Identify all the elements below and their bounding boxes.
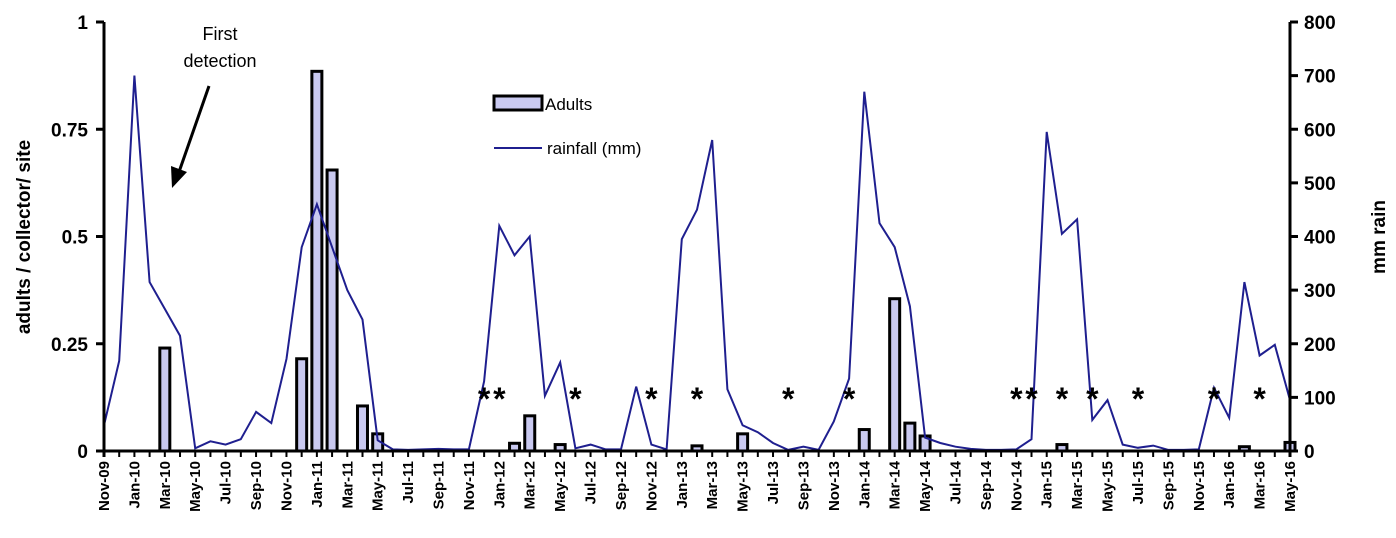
asterisk-marker: * [782, 381, 795, 417]
x-tick-label: Jul-14 [947, 460, 964, 504]
x-tick-label: Mar-16 [1252, 461, 1269, 509]
x-tick-label: Mar-15 [1069, 461, 1086, 509]
x-tick-label: May-10 [187, 461, 204, 512]
x-tick-label: Mar-13 [704, 461, 721, 509]
y-axis-right-title: mm rain [1369, 200, 1390, 274]
annotation-text-line1: First [203, 24, 238, 44]
asterisk-marker: * [691, 381, 704, 417]
adults-bar [295, 357, 309, 453]
annotation-text-line2: detection [183, 51, 256, 71]
x-tick-label: May-16 [1282, 461, 1299, 512]
annotation-arrow-shaft [177, 85, 211, 173]
x-tick-label: Sep-14 [978, 460, 995, 510]
asterisk-marker: * [1056, 381, 1069, 417]
y-right-tick-label: 200 [1304, 335, 1336, 356]
x-tick-label: Sep-13 [795, 461, 812, 510]
x-tick-label: Mar-12 [522, 461, 539, 509]
x-tick-label: Jul-11 [400, 461, 417, 504]
axes [96, 20, 1298, 457]
x-tick-label: Sep-10 [248, 461, 265, 510]
legend-label-rainfall: rainfall (mm) [547, 139, 641, 158]
x-tick-label: Nov-11 [461, 461, 478, 510]
x-tick-label: Jul-10 [218, 461, 235, 504]
asterisk-marker: * [1132, 381, 1145, 417]
asterisk-markers: * * * * * * * * * * * * * * [478, 381, 1266, 417]
y-right-tick-label: 600 [1304, 120, 1336, 141]
y-left-tick-label: 0.5 [62, 228, 89, 249]
x-tick-label: Jan-13 [674, 461, 691, 509]
x-tick-label: Nov-09 [96, 461, 113, 511]
adults-bar [857, 428, 871, 453]
y-right-tick-label: 300 [1304, 281, 1336, 302]
adults-bar [158, 346, 172, 453]
x-tick-label: Jul-12 [583, 461, 600, 504]
first-detection-annotation: First detection [171, 24, 257, 188]
legend: Adults rainfall (mm) [492, 94, 641, 158]
adults-bar [903, 421, 917, 453]
x-tick-label: May-11 [370, 461, 387, 511]
y-right-tick-label: 800 [1304, 13, 1336, 34]
asterisk-marker: * [1253, 381, 1266, 417]
x-tick-label: Mar-11 [339, 461, 356, 509]
asterisk-marker: * [493, 381, 506, 417]
x-tick-label: Jan-14 [856, 460, 873, 508]
adults-bar [888, 297, 902, 453]
x-tick-label: Mar-10 [157, 461, 174, 509]
x-tick-label: Jul-15 [1130, 461, 1147, 504]
legend-swatch-adults [492, 94, 544, 112]
x-tick-label: Nov-14 [1008, 460, 1025, 511]
asterisk-marker: * [1010, 381, 1023, 417]
y-right-tick-label: 500 [1304, 174, 1336, 195]
y-left-tick-label: 0 [77, 442, 88, 463]
x-tick-label: May-15 [1100, 461, 1117, 512]
y-right-tick-label: 0 [1304, 442, 1315, 463]
adults-bars [158, 69, 1297, 453]
asterisk-marker: * [478, 381, 491, 417]
asterisk-marker: * [645, 381, 658, 417]
x-tick-label: Nov-13 [826, 461, 843, 511]
y-left-tick-label: 0.75 [51, 120, 88, 141]
asterisk-marker: * [1025, 381, 1038, 417]
x-tick-label: Jul-13 [765, 461, 782, 504]
x-tick-label: May-12 [552, 461, 569, 512]
annotation-arrow-head [171, 166, 187, 188]
x-tick-label: Sep-11 [431, 461, 448, 509]
y-right-tick-label: 400 [1304, 228, 1336, 249]
y-right-tick-label: 100 [1304, 388, 1336, 409]
tick-labels: 0 0.25 0.5 0.75 1 0 100 200 300 400 500 600 700 800 No… [51, 13, 1336, 512]
x-tick-label: Jan-15 [1039, 461, 1056, 509]
adults-bar [736, 432, 750, 453]
asterisk-marker: * [1208, 381, 1221, 417]
adults-bar [523, 414, 537, 453]
x-tick-label: Jan-11 [309, 461, 326, 508]
adults-bar [325, 168, 339, 453]
asterisk-marker: * [569, 381, 582, 417]
x-tick-label: Nov-12 [643, 461, 660, 511]
x-tick-label: Mar-14 [887, 460, 904, 509]
asterisk-marker: * [843, 381, 856, 417]
x-tick-label: Sep-15 [1160, 461, 1177, 510]
x-tick-label: May-13 [735, 461, 752, 512]
x-tick-label: Sep-12 [613, 461, 630, 510]
adults-bar [355, 404, 369, 453]
legend-label-adults: Adults [545, 95, 592, 114]
y-right-tick-label: 700 [1304, 67, 1336, 88]
y-axis-left-title: adults / collector/ site [14, 140, 35, 334]
x-tick-label: Jan-16 [1221, 461, 1238, 509]
x-tick-label: Jan-12 [491, 461, 508, 509]
y-left-tick-label: 0.25 [51, 335, 88, 356]
x-tick-label: Jan-10 [126, 461, 143, 509]
asterisk-marker: * [1086, 381, 1099, 417]
x-tick-label: May-14 [917, 460, 934, 512]
y-left-tick-label: 1 [77, 13, 88, 34]
rainfall-line-group [103, 75, 1291, 452]
x-tick-label: Nov-15 [1191, 461, 1208, 511]
rainfall-line [103, 75, 1291, 452]
adults-bar [310, 69, 324, 453]
x-tick-label: Nov-10 [278, 461, 295, 511]
